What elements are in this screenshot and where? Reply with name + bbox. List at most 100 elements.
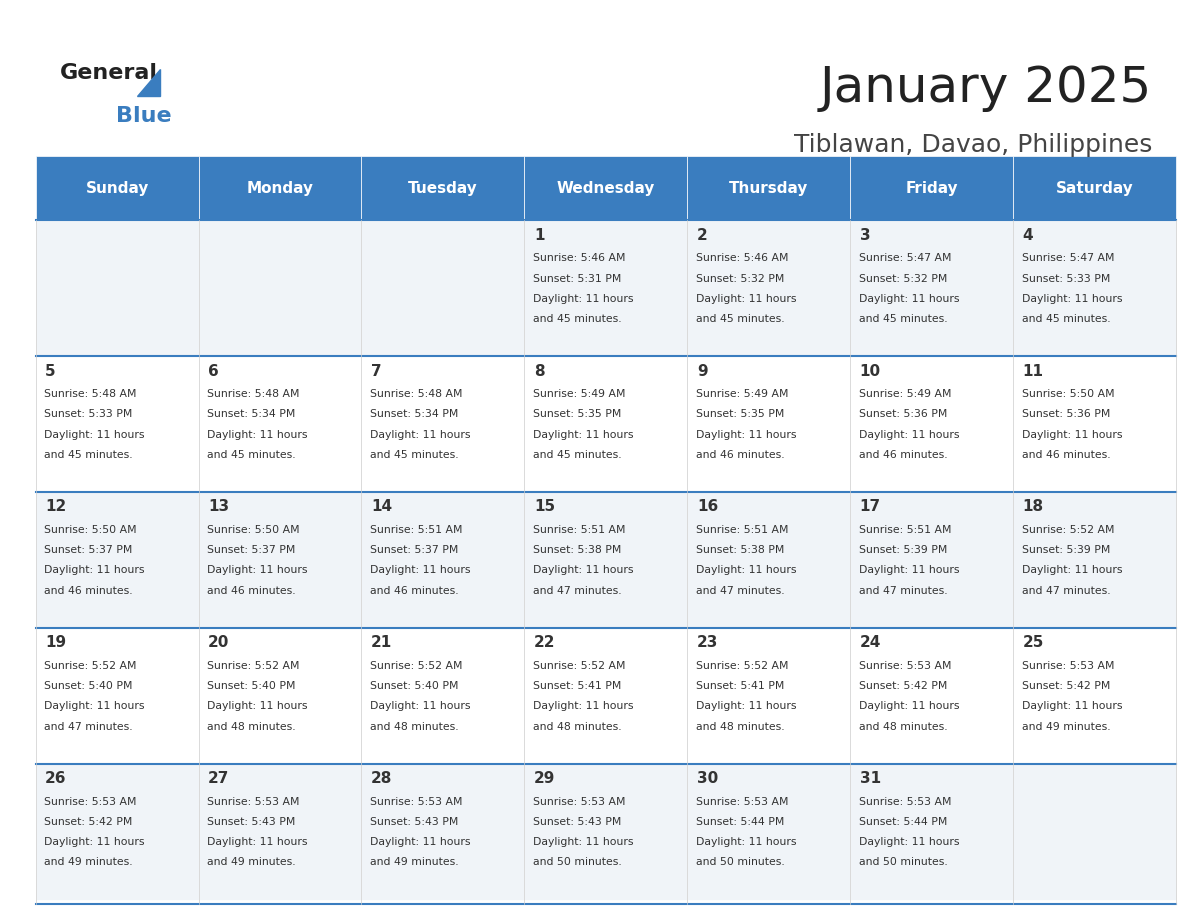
Text: and 46 minutes.: and 46 minutes. bbox=[207, 586, 296, 596]
Text: Sunset: 5:35 PM: Sunset: 5:35 PM bbox=[696, 409, 784, 420]
Text: Sunset: 5:33 PM: Sunset: 5:33 PM bbox=[1022, 274, 1110, 284]
Text: Daylight: 11 hours: Daylight: 11 hours bbox=[207, 565, 308, 576]
Bar bbox=[198, 356, 361, 492]
Text: Sunset: 5:42 PM: Sunset: 5:42 PM bbox=[1022, 681, 1110, 691]
Bar bbox=[851, 628, 1013, 764]
Text: and 49 minutes.: and 49 minutes. bbox=[1022, 722, 1110, 732]
Text: 17: 17 bbox=[860, 499, 880, 514]
Text: Sunrise: 5:53 AM: Sunrise: 5:53 AM bbox=[532, 797, 625, 807]
Text: Daylight: 11 hours: Daylight: 11 hours bbox=[859, 837, 959, 847]
Text: Sunrise: 5:47 AM: Sunrise: 5:47 AM bbox=[859, 253, 952, 263]
Text: Saturday: Saturday bbox=[1056, 181, 1133, 196]
Bar bbox=[1013, 492, 1176, 628]
Bar bbox=[688, 628, 851, 764]
Text: Sunset: 5:39 PM: Sunset: 5:39 PM bbox=[859, 545, 947, 555]
Bar bbox=[198, 628, 361, 764]
Text: Sunset: 5:38 PM: Sunset: 5:38 PM bbox=[696, 545, 784, 555]
Text: Sunrise: 5:53 AM: Sunrise: 5:53 AM bbox=[207, 797, 299, 807]
Text: Sunrise: 5:51 AM: Sunrise: 5:51 AM bbox=[532, 525, 625, 535]
Bar bbox=[1013, 356, 1176, 492]
Text: Daylight: 11 hours: Daylight: 11 hours bbox=[696, 837, 796, 847]
Bar bbox=[36, 220, 198, 356]
Bar bbox=[1013, 764, 1176, 900]
Text: 23: 23 bbox=[697, 635, 719, 650]
Bar bbox=[688, 220, 851, 356]
Text: Sunrise: 5:53 AM: Sunrise: 5:53 AM bbox=[369, 797, 462, 807]
Text: Daylight: 11 hours: Daylight: 11 hours bbox=[532, 837, 633, 847]
Text: Sunset: 5:34 PM: Sunset: 5:34 PM bbox=[369, 409, 459, 420]
Text: Sunrise: 5:50 AM: Sunrise: 5:50 AM bbox=[44, 525, 137, 535]
Text: Monday: Monday bbox=[247, 181, 314, 196]
Bar bbox=[36, 492, 198, 628]
Text: Daylight: 11 hours: Daylight: 11 hours bbox=[859, 294, 959, 304]
Text: 8: 8 bbox=[533, 364, 544, 378]
Text: 13: 13 bbox=[208, 499, 229, 514]
Bar bbox=[524, 492, 688, 628]
Bar bbox=[198, 764, 361, 900]
Text: Sunrise: 5:51 AM: Sunrise: 5:51 AM bbox=[369, 525, 462, 535]
Text: and 48 minutes.: and 48 minutes. bbox=[859, 722, 947, 732]
Text: and 45 minutes.: and 45 minutes. bbox=[207, 450, 296, 460]
Text: Sunrise: 5:53 AM: Sunrise: 5:53 AM bbox=[859, 661, 952, 671]
Bar bbox=[36, 156, 198, 220]
Text: 14: 14 bbox=[371, 499, 392, 514]
Text: January 2025: January 2025 bbox=[820, 64, 1152, 112]
Text: Sunset: 5:40 PM: Sunset: 5:40 PM bbox=[207, 681, 296, 691]
Text: Daylight: 11 hours: Daylight: 11 hours bbox=[44, 430, 145, 440]
Text: Daylight: 11 hours: Daylight: 11 hours bbox=[696, 701, 796, 711]
Bar bbox=[524, 356, 688, 492]
Bar bbox=[524, 764, 688, 900]
Text: Daylight: 11 hours: Daylight: 11 hours bbox=[1022, 701, 1121, 711]
Text: 31: 31 bbox=[860, 771, 880, 786]
Text: Sunrise: 5:52 AM: Sunrise: 5:52 AM bbox=[44, 661, 137, 671]
Text: Daylight: 11 hours: Daylight: 11 hours bbox=[532, 430, 633, 440]
Text: Sunset: 5:36 PM: Sunset: 5:36 PM bbox=[1022, 409, 1110, 420]
Text: Tiblawan, Davao, Philippines: Tiblawan, Davao, Philippines bbox=[794, 133, 1152, 157]
Text: Daylight: 11 hours: Daylight: 11 hours bbox=[532, 294, 633, 304]
Bar bbox=[524, 628, 688, 764]
Text: and 47 minutes.: and 47 minutes. bbox=[44, 722, 133, 732]
Text: Sunset: 5:41 PM: Sunset: 5:41 PM bbox=[696, 681, 784, 691]
Text: Daylight: 11 hours: Daylight: 11 hours bbox=[207, 837, 308, 847]
Text: Sunset: 5:32 PM: Sunset: 5:32 PM bbox=[859, 274, 947, 284]
Bar bbox=[851, 220, 1013, 356]
Text: and 47 minutes.: and 47 minutes. bbox=[696, 586, 784, 596]
Bar bbox=[198, 492, 361, 628]
Text: Sunrise: 5:49 AM: Sunrise: 5:49 AM bbox=[696, 389, 788, 399]
Bar bbox=[36, 764, 198, 900]
Text: Sunday: Sunday bbox=[86, 181, 148, 196]
Text: 24: 24 bbox=[860, 635, 881, 650]
Text: and 45 minutes.: and 45 minutes. bbox=[859, 314, 947, 324]
Text: Daylight: 11 hours: Daylight: 11 hours bbox=[532, 701, 633, 711]
Bar bbox=[851, 492, 1013, 628]
Text: and 45 minutes.: and 45 minutes. bbox=[532, 314, 621, 324]
Text: Daylight: 11 hours: Daylight: 11 hours bbox=[369, 430, 470, 440]
Text: Sunrise: 5:53 AM: Sunrise: 5:53 AM bbox=[44, 797, 137, 807]
Text: 1: 1 bbox=[533, 228, 544, 242]
Bar bbox=[1013, 628, 1176, 764]
Text: 10: 10 bbox=[860, 364, 880, 378]
Text: Sunset: 5:32 PM: Sunset: 5:32 PM bbox=[696, 274, 784, 284]
Text: Sunrise: 5:49 AM: Sunrise: 5:49 AM bbox=[532, 389, 625, 399]
Text: Daylight: 11 hours: Daylight: 11 hours bbox=[1022, 294, 1121, 304]
Text: Sunrise: 5:48 AM: Sunrise: 5:48 AM bbox=[44, 389, 137, 399]
Bar bbox=[524, 156, 688, 220]
Text: Sunrise: 5:50 AM: Sunrise: 5:50 AM bbox=[207, 525, 299, 535]
Text: Sunrise: 5:52 AM: Sunrise: 5:52 AM bbox=[532, 661, 625, 671]
Text: Daylight: 11 hours: Daylight: 11 hours bbox=[207, 430, 308, 440]
Text: Daylight: 11 hours: Daylight: 11 hours bbox=[44, 701, 145, 711]
Text: 21: 21 bbox=[371, 635, 392, 650]
Bar bbox=[361, 628, 524, 764]
Text: Daylight: 11 hours: Daylight: 11 hours bbox=[696, 430, 796, 440]
Text: Sunrise: 5:53 AM: Sunrise: 5:53 AM bbox=[1022, 661, 1114, 671]
Text: Daylight: 11 hours: Daylight: 11 hours bbox=[1022, 565, 1121, 576]
Text: and 50 minutes.: and 50 minutes. bbox=[859, 857, 947, 868]
Text: 12: 12 bbox=[45, 499, 67, 514]
Text: and 45 minutes.: and 45 minutes. bbox=[369, 450, 459, 460]
Bar bbox=[688, 156, 851, 220]
Text: Daylight: 11 hours: Daylight: 11 hours bbox=[369, 837, 470, 847]
Text: 22: 22 bbox=[533, 635, 556, 650]
Text: 7: 7 bbox=[371, 364, 381, 378]
Text: 5: 5 bbox=[45, 364, 56, 378]
Text: 9: 9 bbox=[697, 364, 708, 378]
